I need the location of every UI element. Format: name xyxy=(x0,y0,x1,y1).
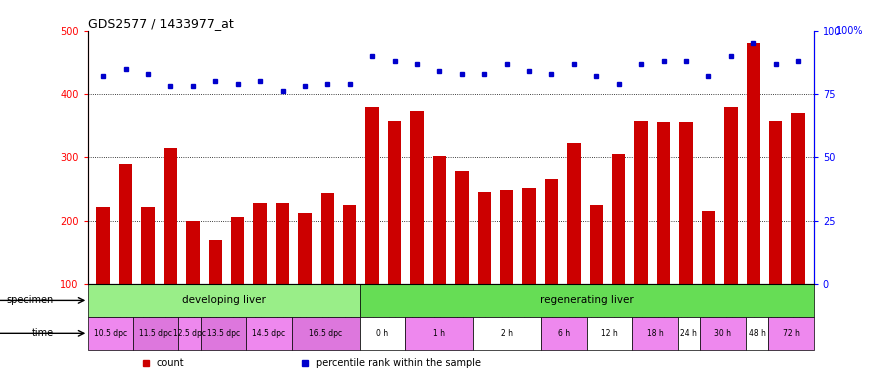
Bar xyxy=(724,107,738,284)
Text: 12 h: 12 h xyxy=(601,329,618,338)
Bar xyxy=(634,121,648,284)
Text: 14.5 dpc: 14.5 dpc xyxy=(253,329,285,338)
Text: 16.5 dpc: 16.5 dpc xyxy=(309,329,342,338)
Text: 6 h: 6 h xyxy=(558,329,570,338)
Bar xyxy=(433,156,446,284)
Bar xyxy=(133,317,178,350)
Bar xyxy=(587,317,632,350)
Bar xyxy=(208,240,222,284)
Bar xyxy=(677,317,700,350)
Text: specimen: specimen xyxy=(6,295,53,305)
Bar xyxy=(343,205,356,284)
Bar xyxy=(455,171,468,284)
Y-axis label: 100%: 100% xyxy=(836,26,864,36)
Text: 18 h: 18 h xyxy=(647,329,663,338)
Bar xyxy=(247,317,291,350)
Text: 10.5 dpc: 10.5 dpc xyxy=(94,329,127,338)
Text: count: count xyxy=(157,358,184,368)
Bar xyxy=(410,111,424,284)
Bar xyxy=(746,43,760,284)
Text: 0 h: 0 h xyxy=(376,329,388,338)
Bar xyxy=(702,211,715,284)
Bar xyxy=(96,207,110,284)
Bar xyxy=(201,317,247,350)
Bar xyxy=(88,317,133,350)
Bar xyxy=(769,121,782,284)
Bar xyxy=(700,317,746,350)
Text: developing liver: developing liver xyxy=(182,295,266,305)
Bar xyxy=(360,284,814,317)
Bar xyxy=(388,121,402,284)
Text: 11.5 dpc: 11.5 dpc xyxy=(139,329,172,338)
Bar xyxy=(791,113,805,284)
Bar xyxy=(186,221,200,284)
Bar xyxy=(320,193,334,284)
Bar xyxy=(360,317,405,350)
Bar xyxy=(366,107,379,284)
Text: 12.5 dpc: 12.5 dpc xyxy=(173,329,206,338)
Bar xyxy=(679,122,693,284)
Bar xyxy=(612,154,626,284)
Text: 1 h: 1 h xyxy=(433,329,445,338)
Text: 48 h: 48 h xyxy=(749,329,766,338)
Bar xyxy=(545,179,558,284)
Text: 24 h: 24 h xyxy=(681,329,697,338)
Bar xyxy=(178,317,201,350)
Bar xyxy=(473,317,542,350)
Text: GDS2577 / 1433977_at: GDS2577 / 1433977_at xyxy=(88,17,234,30)
Bar xyxy=(164,148,177,284)
Bar xyxy=(88,284,360,317)
Bar xyxy=(632,317,677,350)
Bar xyxy=(141,207,155,284)
Bar xyxy=(657,122,670,284)
Text: 72 h: 72 h xyxy=(782,329,800,338)
Text: percentile rank within the sample: percentile rank within the sample xyxy=(316,358,481,368)
Bar xyxy=(567,143,581,284)
Bar xyxy=(119,164,132,284)
Bar xyxy=(500,190,514,284)
Text: time: time xyxy=(31,328,53,338)
Bar xyxy=(405,317,473,350)
Bar xyxy=(478,192,491,284)
Bar xyxy=(768,317,814,350)
Text: 30 h: 30 h xyxy=(715,329,732,338)
Bar xyxy=(298,213,311,284)
Bar xyxy=(522,188,536,284)
Text: 13.5 dpc: 13.5 dpc xyxy=(207,329,241,338)
Bar xyxy=(231,217,244,284)
Bar xyxy=(254,203,267,284)
Text: regenerating liver: regenerating liver xyxy=(540,295,634,305)
Bar xyxy=(746,317,768,350)
Bar xyxy=(542,317,587,350)
Text: 2 h: 2 h xyxy=(501,329,514,338)
Bar xyxy=(590,205,603,284)
Bar xyxy=(276,203,290,284)
Bar xyxy=(291,317,360,350)
